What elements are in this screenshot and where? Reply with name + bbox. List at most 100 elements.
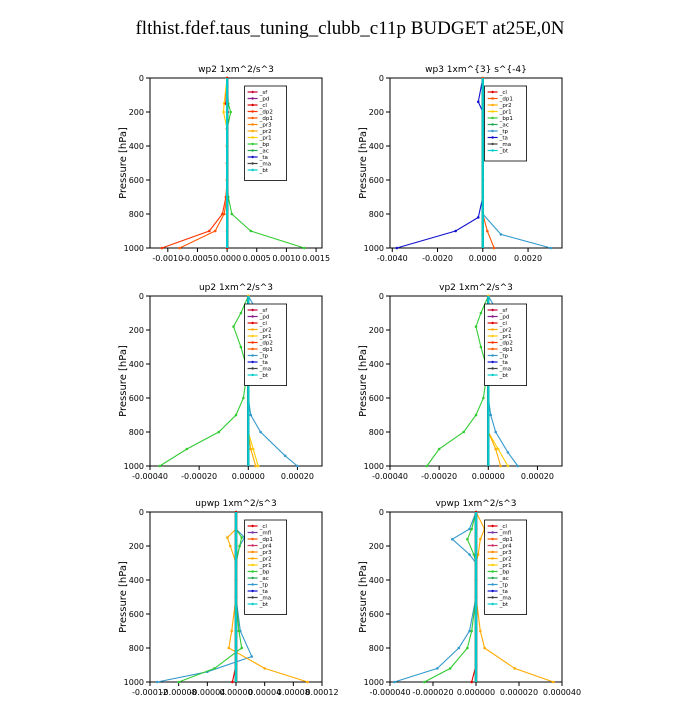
x-tick-label: -0.00004 (189, 688, 225, 697)
chart-panel-upwp: upwp 1xm^2/s^3 0 200 400 600 800 1000 -0.00012-… (118, 490, 448, 705)
y-tick-label: 200 (369, 542, 384, 551)
legend-label: _dp2 (259, 341, 273, 347)
data-point (482, 396, 485, 400)
legend-label: _cl (499, 90, 508, 96)
legend-label: _pr2 (259, 129, 272, 135)
data-point (468, 553, 471, 556)
chart-title: wp2 1xm^2/s^3 (198, 65, 274, 75)
legend-marker (251, 524, 254, 528)
legend-marker (251, 97, 254, 100)
series-line-dp2 (161, 78, 228, 249)
data-point (425, 464, 429, 468)
x-tick-label: 0.00020 (281, 472, 314, 481)
data-point (250, 655, 254, 658)
legend-marker (491, 97, 494, 100)
y-tick-label: 600 (129, 610, 144, 619)
data-point (227, 646, 231, 650)
legend-marker (251, 129, 254, 133)
legend-marker (491, 367, 494, 370)
legend-marker (251, 136, 254, 139)
data-point (237, 629, 241, 633)
y-tick-label: 400 (369, 142, 384, 151)
legend-marker (251, 162, 254, 165)
legend-label: _sf (259, 90, 269, 96)
x-tick-label: -0.0010 (152, 254, 183, 263)
data-point (468, 527, 471, 531)
legend-marker (251, 589, 254, 593)
legend-label: _pr1 (259, 334, 272, 340)
data-point (506, 464, 510, 468)
legend-label: _tp (259, 583, 269, 589)
data-point (476, 553, 480, 556)
data-point (239, 311, 243, 315)
legend-label: _ac (499, 576, 509, 582)
legend-marker (491, 589, 494, 593)
legend-label: _ma (499, 142, 511, 148)
legend-box (484, 303, 527, 386)
y-tick-label: 400 (129, 142, 144, 151)
y-tick-label: 1000 (364, 678, 384, 687)
legend-label: _bt (259, 373, 269, 379)
y-tick-label: 200 (369, 326, 384, 335)
data-point (466, 646, 469, 650)
x-tick-label: 0.0020 (514, 254, 542, 263)
legend-marker (251, 321, 254, 325)
legend-marker (491, 328, 494, 331)
x-tick-label: 0.00000 (232, 472, 265, 481)
legend-marker (251, 155, 254, 159)
data-point (239, 345, 243, 349)
series-line-dp1 (179, 78, 228, 249)
data-point (494, 447, 497, 451)
data-point (230, 212, 234, 216)
data-point (185, 447, 189, 451)
legend-marker (491, 524, 494, 528)
data-point (496, 447, 500, 451)
plot-frame (149, 77, 323, 249)
y-tick-label: 400 (129, 360, 144, 369)
legend-label: _sf (259, 308, 269, 314)
legend-label: _bt (499, 602, 509, 608)
legend-marker (251, 602, 254, 606)
y-tick-label: 0 (379, 508, 384, 517)
legend-marker (491, 563, 494, 567)
legend-label: _ma (259, 596, 271, 602)
legend-marker (491, 531, 494, 534)
legend-label: _ta (259, 589, 268, 595)
legend-marker (251, 116, 254, 120)
chart-title: up2 1xm^2/s^3 (199, 283, 273, 293)
legend-marker (251, 570, 254, 573)
legend-label: _bt (499, 149, 509, 155)
y-tick-label: 0 (379, 292, 384, 301)
legend-marker (491, 596, 494, 599)
data-point (158, 464, 162, 468)
x-tick-label: 0.00000 (219, 688, 252, 697)
y-axis-label: Pressure [hPa] (118, 345, 129, 417)
legend-marker (491, 537, 494, 541)
series-line-bp (159, 295, 249, 467)
legend-marker (491, 576, 494, 580)
data-point (451, 537, 454, 541)
legend-marker (491, 149, 494, 152)
legend-label: _bp1 (499, 116, 513, 122)
legend-marker (251, 103, 254, 107)
legend-marker (491, 583, 494, 586)
legend-label: _ma (499, 367, 511, 373)
legend-label: _pr3 (259, 550, 273, 556)
legend-label: _pr1 (499, 110, 512, 116)
page-title: flthist.fdef.taus_tuning_clubb_c11p BUDG… (135, 18, 565, 39)
legend-label: _pr4 (259, 544, 273, 550)
x-tick-label: 0.0000 (213, 254, 241, 263)
data-point (457, 646, 461, 650)
chart-panel-wp3: wp3 1xm^{3} s^{-4} 0 200 400 600 800 1000 -0.00… (358, 56, 688, 271)
data-point (552, 680, 555, 684)
x-tick-label: 0.0010 (272, 254, 300, 263)
data-point (436, 667, 439, 670)
legend-marker (491, 116, 494, 120)
data-point (254, 464, 257, 468)
legend-marker (251, 583, 254, 586)
y-tick-label: 600 (129, 176, 144, 185)
legend-marker (491, 321, 494, 325)
chart-title: vpwp 1xm^2/s^3 (435, 499, 516, 509)
y-tick-label: 800 (369, 644, 384, 653)
y-tick-label: 0 (139, 508, 144, 517)
